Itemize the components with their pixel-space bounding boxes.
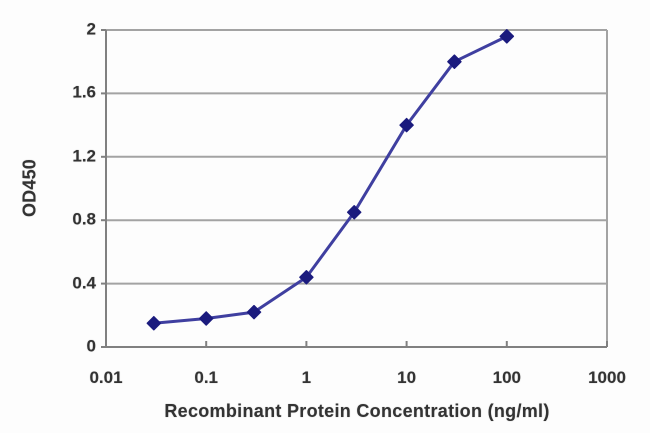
data-point-marker-0.3 bbox=[246, 304, 262, 320]
y-tick-label-2: 2 bbox=[86, 19, 96, 39]
data-point-marker-100 bbox=[499, 29, 515, 44]
y-tick-label-1.6: 1.6 bbox=[72, 82, 96, 102]
data-point-marker-0.1 bbox=[198, 311, 214, 326]
x-tick-label-0.1: 0.1 bbox=[194, 368, 219, 387]
x-tick-label-10: 10 bbox=[397, 368, 417, 387]
x-tick-label-100: 100 bbox=[492, 368, 521, 387]
series-line bbox=[152, 34, 509, 325]
data-point-marker-10 bbox=[399, 117, 414, 133]
y-tick-label-1.2: 1.2 bbox=[72, 146, 96, 166]
x-tick-label-1000: 1000 bbox=[588, 368, 626, 387]
y-tick-label-0.8: 0.8 bbox=[72, 209, 96, 229]
data-point-marker-0.03 bbox=[146, 315, 162, 331]
x-tick-label-1: 1 bbox=[301, 368, 312, 387]
data-point-marker-3 bbox=[346, 205, 362, 220]
y-axis-title: OD450 bbox=[19, 158, 40, 218]
data-point-marker-30 bbox=[447, 54, 462, 69]
y-tick-label-0.4: 0.4 bbox=[72, 273, 96, 293]
data-point-marker-1 bbox=[299, 270, 314, 285]
y-tick-label-0: 0 bbox=[86, 336, 96, 356]
x-tick-label-0.01: 0.01 bbox=[89, 368, 123, 387]
x-axis-title: Recombinant Protein Concentration (ng/ml… bbox=[164, 401, 550, 421]
